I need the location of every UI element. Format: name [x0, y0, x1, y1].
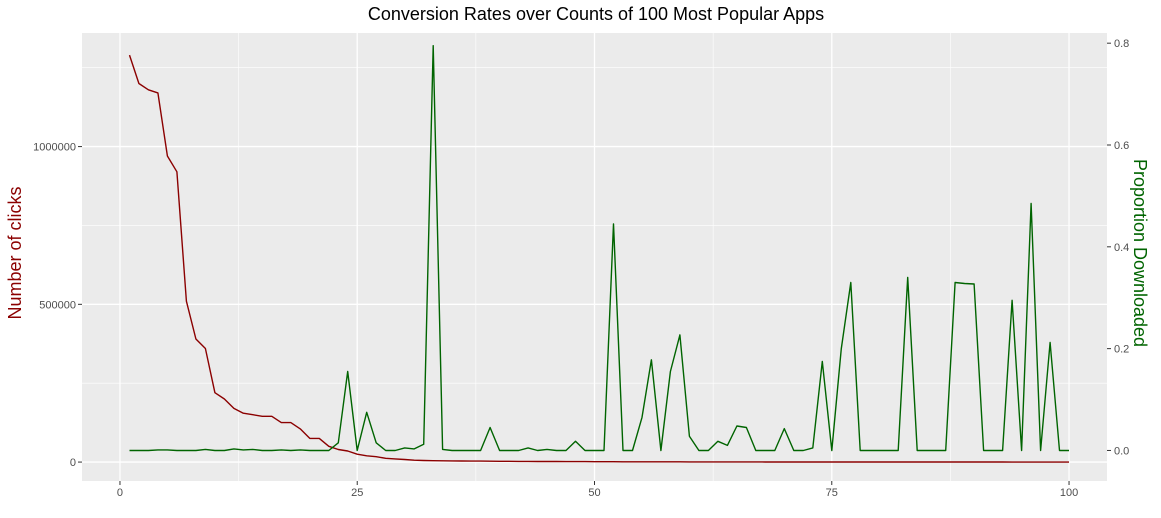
y-axis-title-left: Number of clicks	[5, 186, 25, 319]
y-axis-title-right: Proportion Downloaded	[1130, 159, 1150, 347]
x-tick-label: 100	[1060, 487, 1078, 499]
y-tick-label-right: 0.6	[1114, 140, 1129, 152]
y-tick-label-left: 0	[70, 457, 76, 469]
chart-title: Conversion Rates over Counts of 100 Most…	[368, 4, 824, 24]
grid-lines	[82, 33, 1107, 481]
y-tick-label-right: 0.2	[1114, 344, 1129, 356]
x-tick-label: 0	[117, 487, 123, 499]
y-tick-label-right: 0.8	[1114, 38, 1129, 50]
series-lines	[128, 45, 1069, 463]
y-tick-label-right: 0.0	[1114, 445, 1129, 457]
axes: 0 25 50 75 100 0 500000 1000000 0.0 0.2 0.4 0.6 0.8	[33, 38, 1129, 499]
x-tick-label: 75	[826, 487, 838, 499]
x-tick-label: 25	[351, 487, 363, 499]
series-line-proportion	[129, 45, 1069, 452]
y-tick-label-left: 1000000	[33, 142, 76, 154]
y-tick-label-right: 0.4	[1114, 242, 1129, 254]
series-line-clicks	[128, 54, 1069, 463]
y-tick-label-left: 500000	[39, 299, 76, 311]
x-tick-label: 50	[588, 487, 600, 499]
